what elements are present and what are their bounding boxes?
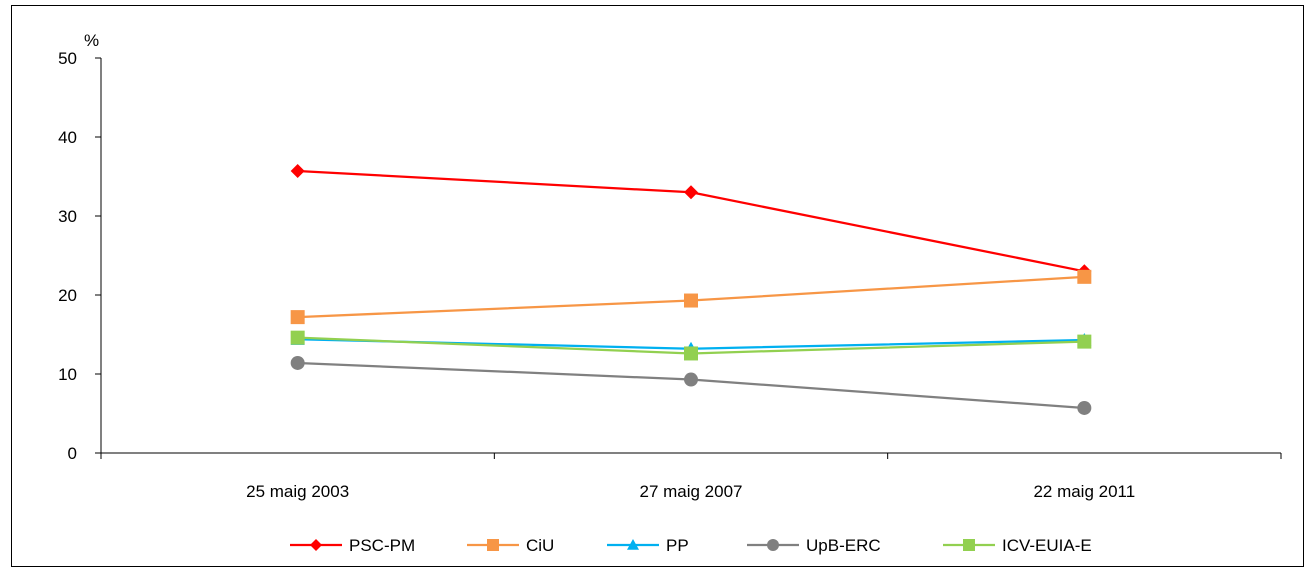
data-point bbox=[684, 346, 698, 361]
data-point bbox=[290, 310, 305, 325]
series-upb-erc bbox=[290, 355, 1092, 415]
legend: PSC-PM CiU PP UpB-ERC ICV-EUIA-E bbox=[290, 536, 1092, 555]
x-tick-label: 27 maig 2007 bbox=[639, 482, 742, 501]
axes: 0 10 20 30 40 50 25 maig 2003 27 maig 2007 22 ma… bbox=[58, 49, 1282, 501]
x-tick-label: 22 maig 2011 bbox=[1033, 482, 1135, 501]
legend-label: UpB-ERC bbox=[806, 536, 881, 555]
data-point bbox=[290, 355, 305, 370]
data-point bbox=[1077, 334, 1092, 349]
legend-label: ICV-EUIA-E bbox=[1002, 536, 1092, 555]
y-tick-label: 40 bbox=[58, 128, 77, 147]
legend-item: PP bbox=[607, 536, 689, 555]
series-ciu bbox=[290, 269, 1092, 325]
legend-label: PSC-PM bbox=[349, 536, 415, 555]
data-point bbox=[290, 330, 305, 345]
legend-swatch-marker bbox=[963, 539, 975, 551]
data-point bbox=[684, 185, 698, 200]
x-tick-label: 25 maig 2003 bbox=[246, 482, 349, 501]
data-point bbox=[1077, 400, 1092, 415]
y-tick-label: 50 bbox=[58, 49, 77, 68]
legend-item: UpB-ERC bbox=[747, 536, 881, 555]
y-tick-label: 10 bbox=[58, 365, 77, 384]
legend-item: CiU bbox=[467, 536, 554, 555]
legend-item: ICV-EUIA-E bbox=[943, 536, 1092, 555]
data-point bbox=[290, 163, 305, 178]
chart-frame bbox=[11, 5, 1304, 567]
y-tick-label: 20 bbox=[58, 286, 77, 305]
y-tick-label: 0 bbox=[68, 444, 77, 463]
legend-swatch-marker bbox=[310, 539, 322, 551]
legend-swatch-marker bbox=[627, 539, 639, 550]
series-icv-euia-e bbox=[290, 330, 1092, 361]
legend-label: CiU bbox=[526, 536, 554, 555]
series-layer bbox=[290, 163, 1092, 415]
data-point bbox=[684, 372, 698, 387]
legend-item: PSC-PM bbox=[290, 536, 415, 555]
legend-swatch-marker bbox=[487, 539, 499, 551]
y-axis-unit-label: % bbox=[84, 31, 99, 50]
legend-label: PP bbox=[666, 536, 689, 555]
data-point bbox=[1077, 269, 1092, 284]
legend-swatch-marker bbox=[767, 539, 779, 551]
series-psc-pm bbox=[290, 163, 1092, 279]
y-tick-label: 30 bbox=[58, 207, 77, 226]
data-point bbox=[684, 293, 698, 308]
